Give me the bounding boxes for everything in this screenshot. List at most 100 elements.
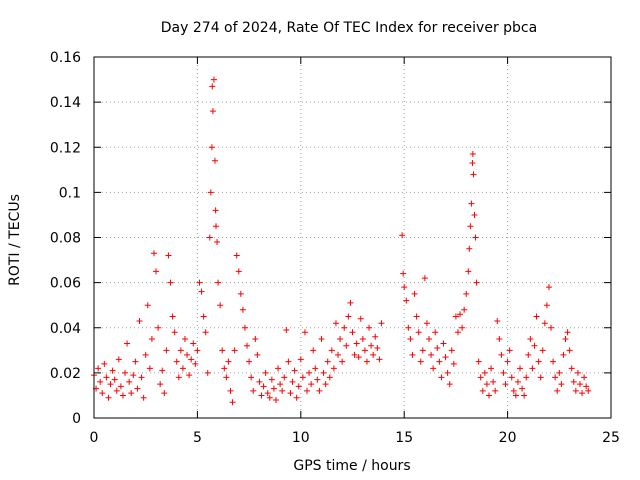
data-point — [153, 268, 160, 275]
data-point — [275, 365, 282, 372]
y-tick-label: 0 — [72, 411, 81, 427]
data-point — [113, 387, 120, 394]
x-tick-label: 5 — [193, 430, 202, 446]
data-point — [442, 354, 449, 361]
data-point — [556, 369, 563, 376]
data-point — [521, 392, 528, 399]
data-point — [209, 83, 216, 90]
data-point — [209, 108, 216, 115]
data-point — [231, 347, 238, 354]
data-point — [417, 358, 424, 365]
y-tick-label: 0.16 — [50, 50, 81, 66]
data-point — [579, 390, 586, 397]
data-point — [492, 387, 499, 394]
data-point — [403, 297, 410, 304]
data-point — [415, 329, 422, 336]
data-point — [229, 399, 236, 406]
data-point — [270, 385, 277, 392]
data-point — [207, 189, 214, 196]
axis-ticks — [93, 56, 612, 419]
data-point — [217, 302, 224, 309]
y-tick-labels: 0 0.02 0.04 0.06 0.08 0.1 0.12 0.14 0.16 — [50, 50, 81, 427]
data-point — [339, 358, 346, 365]
data-point — [485, 392, 492, 399]
data-point — [304, 387, 311, 394]
data-point — [198, 288, 205, 295]
data-point — [140, 394, 147, 401]
data-point — [196, 279, 203, 286]
data-point — [258, 392, 265, 399]
data-point — [463, 290, 470, 297]
data-point — [568, 365, 575, 372]
data-point — [471, 211, 478, 218]
data-point — [142, 351, 149, 358]
data-point — [177, 347, 184, 354]
data-point — [488, 365, 495, 372]
data-point — [531, 342, 538, 349]
data-point — [399, 232, 406, 239]
data-point — [541, 320, 548, 327]
data-point — [483, 381, 490, 388]
data-point — [566, 347, 573, 354]
data-point — [248, 374, 255, 381]
x-tick-label: 25 — [602, 430, 620, 446]
data-point — [328, 347, 335, 354]
x-tick-label: 20 — [499, 430, 517, 446]
y-tick-label: 0.1 — [59, 185, 81, 201]
data-point — [372, 333, 379, 340]
data-point — [459, 324, 466, 331]
data-point — [175, 374, 182, 381]
data-point — [452, 313, 459, 320]
data-point — [337, 336, 344, 343]
data-points — [91, 76, 592, 406]
data-point — [330, 365, 337, 372]
data-point — [438, 374, 445, 381]
data-point — [107, 381, 114, 388]
data-point — [223, 374, 230, 381]
data-point — [353, 340, 360, 347]
data-point — [475, 358, 482, 365]
data-point — [370, 351, 377, 358]
data-point — [283, 327, 290, 334]
data-point — [252, 336, 259, 343]
data-point — [235, 268, 242, 275]
data-point — [496, 336, 503, 343]
x-tick-label: 10 — [292, 430, 310, 446]
data-point — [109, 367, 116, 374]
data-point — [585, 387, 592, 394]
data-point — [210, 76, 217, 83]
data-point — [150, 250, 157, 257]
data-point — [237, 290, 244, 297]
data-point — [349, 329, 356, 336]
data-point — [467, 223, 474, 230]
data-point — [254, 351, 261, 358]
data-point — [432, 329, 439, 336]
data-point — [468, 200, 475, 207]
data-point — [405, 324, 412, 331]
data-point — [335, 351, 342, 358]
data-point — [355, 354, 362, 361]
data-point — [159, 367, 166, 374]
data-point — [256, 378, 263, 385]
data-point — [301, 329, 308, 336]
data-point — [574, 369, 581, 376]
data-point — [572, 387, 579, 394]
data-point — [316, 387, 323, 394]
data-point — [466, 245, 473, 252]
data-point — [552, 374, 559, 381]
data-point — [295, 383, 302, 390]
y-tick-label: 0.06 — [50, 276, 81, 292]
data-point — [554, 387, 561, 394]
data-point — [244, 342, 251, 349]
data-point — [165, 252, 172, 259]
data-point — [421, 275, 428, 282]
data-point — [130, 372, 137, 379]
data-point — [287, 390, 294, 397]
data-point — [359, 336, 366, 343]
data-point — [347, 299, 354, 306]
data-point — [246, 358, 253, 365]
data-point — [128, 390, 135, 397]
x-axis-label: GPS time / hours — [293, 458, 410, 474]
data-point — [481, 369, 488, 376]
